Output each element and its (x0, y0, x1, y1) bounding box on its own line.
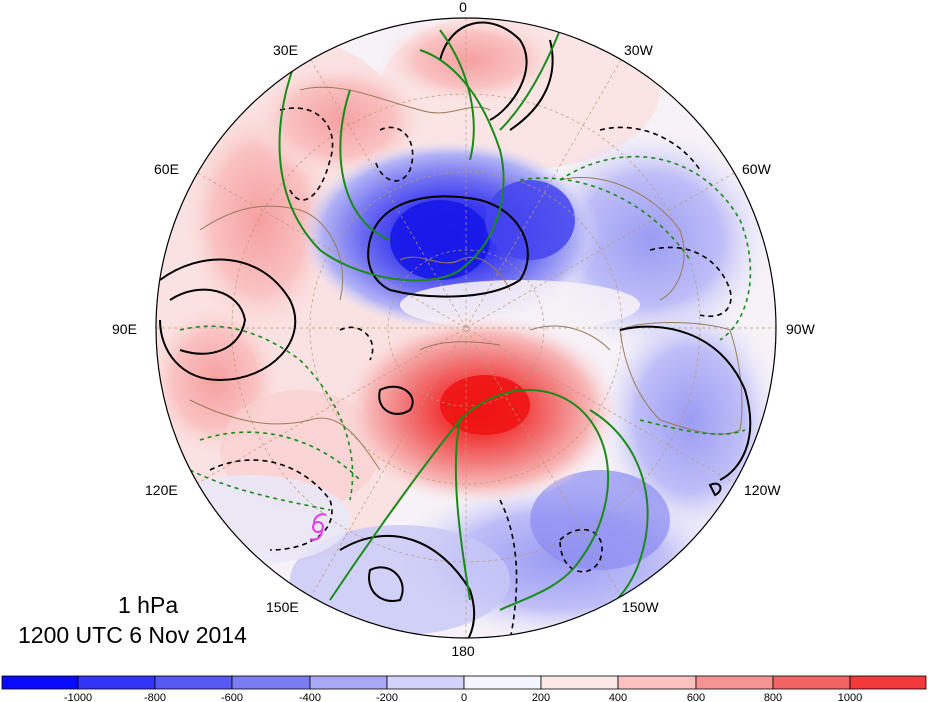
lon-label-0: 0 (459, 0, 467, 15)
colorbar-tick-label: 600 (687, 692, 705, 702)
colorbar-bin-0 (1, 675, 79, 690)
lon-label-60e: 60E (154, 161, 179, 177)
title-time: 1200 UTC 6 Nov 2014 (18, 622, 247, 648)
lon-label-150w: 150W (622, 599, 659, 615)
graticule (156, 18, 776, 638)
green-dashed-contours (179, 155, 752, 511)
meridian-labels: 0 30W 60W 90W 120W 150W 180 150E 120E 90… (112, 0, 816, 659)
coastlines (189, 86, 743, 471)
colorbar-bin-5 (386, 675, 465, 690)
colorbar-tick-label: 0 (461, 692, 467, 702)
colorbar-tick-label: 200 (532, 692, 550, 702)
lon-label-180: 180 (451, 643, 475, 659)
colorbar-bin-7 (540, 675, 619, 690)
black-dashed-contours (209, 107, 732, 638)
black-contours (159, 21, 752, 638)
lon-label-90w: 90W (786, 321, 816, 337)
colorbar-bin-6 (463, 675, 542, 690)
colorbar-tick-label: 1000 (838, 692, 862, 702)
colorbar-bin-9 (695, 675, 774, 690)
colorbar-bin-10 (772, 675, 851, 690)
lon-label-30e: 30E (273, 42, 298, 58)
lon-label-150e: 150E (266, 599, 299, 615)
colorbar-tick-label: -1000 (64, 692, 92, 702)
map-boundary (155, 17, 777, 639)
colorbar-bin-3 (231, 675, 311, 690)
lon-label-60w: 60W (742, 161, 772, 177)
colorbar-tick-label: 400 (609, 692, 627, 702)
colorbar-tick-label: 800 (764, 692, 782, 702)
colorbar-bin-2 (154, 675, 233, 690)
colorbar-bin-11 (849, 675, 927, 690)
colorbar-tick-label: -800 (144, 692, 166, 702)
colorbar-bin-1 (77, 675, 156, 690)
lon-label-120e: 120E (145, 482, 178, 498)
colorbar-tick-label: -400 (299, 692, 321, 702)
colorbar-tick-label: -200 (376, 692, 398, 702)
colorbar-bin-8 (617, 675, 697, 690)
title-level: 1 hPa (118, 592, 179, 618)
colorbar-tick-label: -600 (221, 692, 243, 702)
lon-label-30w: 30W (624, 42, 654, 58)
colorbar-bin-4 (309, 675, 388, 690)
colorbar: -1000 -800 -600 -400 -200 0 200 400 600 800 1000 (1, 675, 927, 702)
hurricane-icon (309, 513, 327, 541)
lon-label-90e: 90E (112, 321, 137, 337)
lon-label-120w: 120W (744, 482, 781, 498)
